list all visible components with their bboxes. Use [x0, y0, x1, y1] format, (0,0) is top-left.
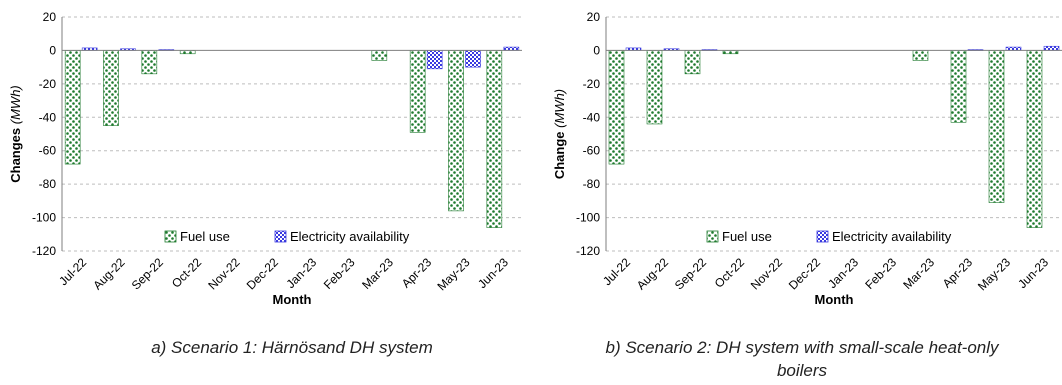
x-tick-label: Jun-23 [1015, 255, 1051, 291]
bar-electricity-availability [503, 46, 520, 51]
x-tick-label: Jul-22 [600, 255, 633, 288]
legend: Fuel use Electricity availability [164, 229, 410, 244]
y-axis-label: Change (MWh) [552, 89, 567, 179]
y-tick-label: -60 [39, 144, 57, 158]
legend-label-electricity-availability: Electricity availability [832, 229, 952, 244]
figure-caption: b) Scenario 2: DH system with small-scal… [605, 338, 1000, 357]
x-tick-label: Feb-23 [321, 255, 358, 292]
y-tick-label: -40 [39, 110, 57, 124]
x-axis-label: Month [815, 292, 854, 307]
legend-swatch-fuel-use [164, 230, 177, 243]
y-tick-label: -80 [583, 177, 601, 191]
y-axis-label-main: Changes [8, 128, 23, 183]
x-tick-label: Mar-23 [359, 255, 396, 292]
x-axis-label: Month [273, 292, 312, 307]
x-tick-label: Dec-22 [244, 255, 281, 292]
x-tick-label: Nov-22 [205, 255, 242, 292]
x-tick-label: Apr-23 [399, 255, 435, 291]
legend-label-fuel-use: Fuel use [722, 229, 772, 244]
bar-electricity-availability [1005, 46, 1022, 51]
y-tick-label: 0 [49, 43, 56, 57]
bar-fuel-use [103, 50, 119, 126]
y-tick-label: 20 [43, 10, 57, 24]
bar-fuel-use [684, 50, 701, 75]
y-tick-label: -20 [39, 77, 57, 91]
y-axis-label-unit: (MWh) [8, 85, 23, 124]
x-tick-label: Sep-22 [129, 255, 166, 292]
bar-fuel-use [409, 50, 426, 133]
y-tick-label: -120 [32, 244, 56, 258]
x-tick-label: Jan-23 [283, 255, 319, 291]
bar-fuel-use [950, 50, 967, 123]
x-tick-label: Dec-22 [786, 255, 823, 292]
bar-electricity-availability [1043, 45, 1060, 51]
x-tick-label: May-23 [975, 255, 1013, 293]
y-axis-label-main: Change [552, 131, 567, 179]
x-tick-label: Jan-23 [825, 255, 861, 291]
x-tick-label: Jul-22 [56, 255, 89, 288]
y-axis-label: Changes (MWh) [8, 85, 23, 183]
bar-fuel-use [448, 50, 464, 212]
x-tick-label: Oct-22 [169, 255, 205, 291]
bar-fuel-use [141, 50, 158, 75]
y-tick-label: -20 [583, 77, 601, 91]
bar-fuel-use [64, 50, 81, 165]
legend-swatch-fuel-use [706, 230, 719, 243]
bar-fuel-use [722, 50, 739, 55]
y-tick-label: -40 [583, 110, 601, 124]
y-axis-label-unit: (MWh) [552, 89, 567, 128]
legend: Fuel use Electricity availability [706, 229, 952, 244]
bar-fuel-use [486, 50, 503, 228]
bar-fuel-use [608, 50, 625, 165]
x-tick-label: Aug-22 [90, 255, 127, 292]
bar-electricity-availability [426, 50, 443, 70]
y-tick-label: -100 [576, 211, 600, 225]
bar-fuel-use [1026, 50, 1043, 228]
x-tick-label: Oct-22 [712, 255, 748, 291]
bar-fuel-use [912, 50, 929, 61]
x-tick-label: Aug-22 [634, 255, 671, 292]
x-tick-label: Sep-22 [672, 255, 709, 292]
bar-electricity-availability [465, 50, 481, 68]
legend-swatch-electricity-availability [274, 230, 287, 243]
x-tick-label: Nov-22 [748, 255, 785, 292]
bar-fuel-use [988, 50, 1005, 203]
y-tick-label: -60 [583, 144, 601, 158]
y-tick-label: -80 [39, 177, 57, 191]
y-tick-label: -120 [576, 244, 600, 258]
bar-fuel-use [371, 50, 388, 61]
legend-label-electricity-availability: Electricity availability [290, 229, 410, 244]
x-tick-label: Feb-23 [862, 255, 899, 292]
x-tick-label: Jun-23 [475, 255, 511, 291]
legend-label-fuel-use: Fuel use [180, 229, 230, 244]
figure-caption: a) Scenario 1: Härnösand DH system [151, 338, 433, 357]
x-tick-label: Apr-23 [940, 255, 976, 291]
bar-fuel-use [179, 50, 196, 55]
bar-fuel-use [646, 50, 663, 125]
y-tick-label: -100 [32, 211, 56, 225]
x-tick-label: Mar-23 [900, 255, 937, 292]
figure-caption-line2: boilers [777, 361, 828, 380]
y-tick-label: 0 [593, 43, 600, 57]
legend-swatch-electricity-availability [816, 230, 829, 243]
x-tick-label: May-23 [434, 255, 472, 293]
y-tick-label: 20 [587, 10, 601, 24]
